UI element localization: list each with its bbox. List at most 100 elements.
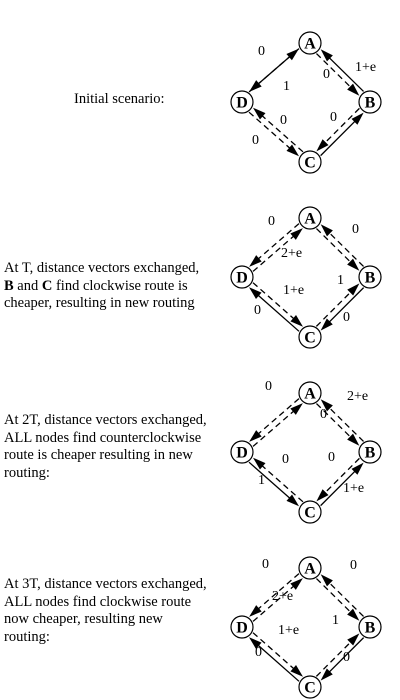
edge-c-d — [249, 287, 300, 332]
edge-cost-ab: 0 — [352, 222, 359, 237]
edge-cost-cd: 1+e — [278, 623, 299, 638]
caption-bold-c: C — [41, 277, 53, 294]
node-c: C — [298, 150, 322, 174]
edge-a-d — [249, 573, 300, 617]
caption-t: At T, distance vectors exchanged, B and … — [4, 260, 199, 313]
edge-cost-da: 0 — [258, 44, 265, 59]
node-c: C — [298, 325, 322, 349]
edge-c-d — [252, 457, 304, 503]
edge-a-b — [315, 228, 360, 271]
node-b: B — [358, 90, 382, 114]
edge-cost-dc: 0 — [255, 645, 262, 660]
caption-line: route is cheaper resulting in new — [4, 447, 193, 463]
edge-b-a — [320, 49, 365, 92]
caption-line: At 2T, distance vectors exchanged, — [4, 412, 207, 428]
node-d: D — [230, 90, 254, 114]
edge-cost-ba: 1+e — [355, 60, 376, 75]
caption-line: At T, distance vectors exchanged, — [4, 260, 200, 276]
edge-cost-dc: 0 — [252, 133, 259, 148]
edge-c-b — [315, 633, 360, 677]
edge-b-a — [320, 224, 365, 267]
node-label: D — [236, 95, 248, 112]
caption-line: ALL nodes find clockwise route — [4, 593, 192, 610]
node-a: A — [298, 556, 322, 580]
edge-cost-db: 2+e — [272, 589, 293, 604]
edge-a-b — [315, 53, 360, 96]
edge-a-b — [315, 578, 360, 621]
edge-cost-cd: 0 — [280, 113, 287, 128]
edge-cost-cb: 0 — [343, 310, 350, 325]
edge-d-a — [252, 228, 303, 272]
caption-line: routing: — [4, 628, 50, 645]
panel-2t: At 2T, distance vectors exchanged, ALL n… — [0, 350, 400, 525]
edge-d-c — [252, 282, 303, 327]
caption-text: and — [13, 277, 42, 294]
caption-line: Initial scenario: — [74, 91, 165, 107]
node-label: B — [365, 270, 376, 287]
node-label: A — [304, 561, 316, 578]
edge-a-b — [315, 403, 360, 446]
edge-a-d — [249, 398, 300, 442]
edge-cost-db: 1 — [283, 79, 290, 94]
caption-initial: Initial scenario: — [74, 91, 165, 109]
node-c: C — [298, 675, 322, 699]
edge-cost-da: 0 — [268, 214, 275, 229]
node-label: C — [304, 330, 316, 347]
edge-b-a — [320, 574, 365, 617]
edge-c-b — [320, 462, 364, 507]
edge-cost-dl: 1 — [258, 473, 265, 488]
node-label: C — [304, 155, 316, 172]
node-b: B — [358, 615, 382, 639]
edge-cost-cd: 1+e — [283, 283, 304, 298]
edge-c-b — [320, 112, 364, 157]
edge-c-d — [249, 637, 300, 682]
panel-t: At T, distance vectors exchanged, B and … — [0, 175, 400, 350]
panel-initial: Initial scenario: A B C D 0 1 1+e 0 0 0 0 — [0, 0, 400, 175]
node-label: A — [304, 211, 316, 228]
edge-cost-ba: 2+e — [347, 389, 368, 404]
node-a: A — [298, 31, 322, 55]
edge-d-a — [248, 48, 299, 93]
edge-cost-bc: 0 — [330, 110, 337, 125]
edge-cost-ab: 0 — [350, 558, 357, 573]
edge-d-a — [252, 578, 303, 622]
edge-c-b — [315, 283, 360, 327]
edge-cost-dc: 0 — [282, 452, 289, 467]
node-label: B — [365, 445, 376, 462]
caption-line: routing: — [4, 464, 50, 481]
caption-text: find clockwise route is — [52, 277, 188, 294]
diagram-initial: A B C D 0 1 1+e 0 0 0 0 — [230, 31, 382, 174]
edge-d-c — [248, 111, 300, 157]
caption-line: B and C find clockwise route is — [4, 278, 199, 296]
edge-b-c — [320, 637, 365, 681]
edge-b-c — [320, 287, 365, 331]
caption-3t: At 3T, distance vectors exchanged, ALL n… — [4, 576, 207, 646]
edge-cost-bc: 0 — [328, 450, 335, 465]
edge-a-d — [249, 223, 300, 267]
node-a: A — [298, 206, 322, 230]
edge-b-a — [320, 399, 365, 442]
edge-cost-ab: 0 — [320, 407, 327, 422]
node-label: C — [304, 680, 316, 697]
node-label: B — [365, 95, 376, 112]
panel-3t: At 3T, distance vectors exchanged, ALL n… — [0, 525, 400, 700]
node-label: C — [304, 505, 316, 522]
caption-line: ALL nodes find counterclockwise — [4, 429, 202, 446]
edge-b-c — [316, 107, 360, 152]
node-d: D — [230, 265, 254, 289]
edge-b-c — [316, 457, 360, 502]
node-label: B — [365, 620, 376, 637]
edge-cost-ad: 0 — [265, 379, 272, 394]
node-label: D — [236, 270, 248, 287]
edge-cost-bc: 1 — [332, 613, 339, 628]
caption-line: At 3T, distance vectors exchanged, — [4, 576, 207, 592]
edge-d-c — [248, 461, 300, 507]
node-d: D — [230, 440, 254, 464]
edge-d-c — [252, 632, 303, 677]
node-a: A — [298, 381, 322, 405]
edge-cost-dc: 0 — [254, 303, 261, 318]
edge-cost-da: 0 — [262, 557, 269, 572]
caption-line: cheaper, resulting in new routing — [4, 295, 195, 311]
edge-cost-ab: 0 — [323, 67, 330, 82]
